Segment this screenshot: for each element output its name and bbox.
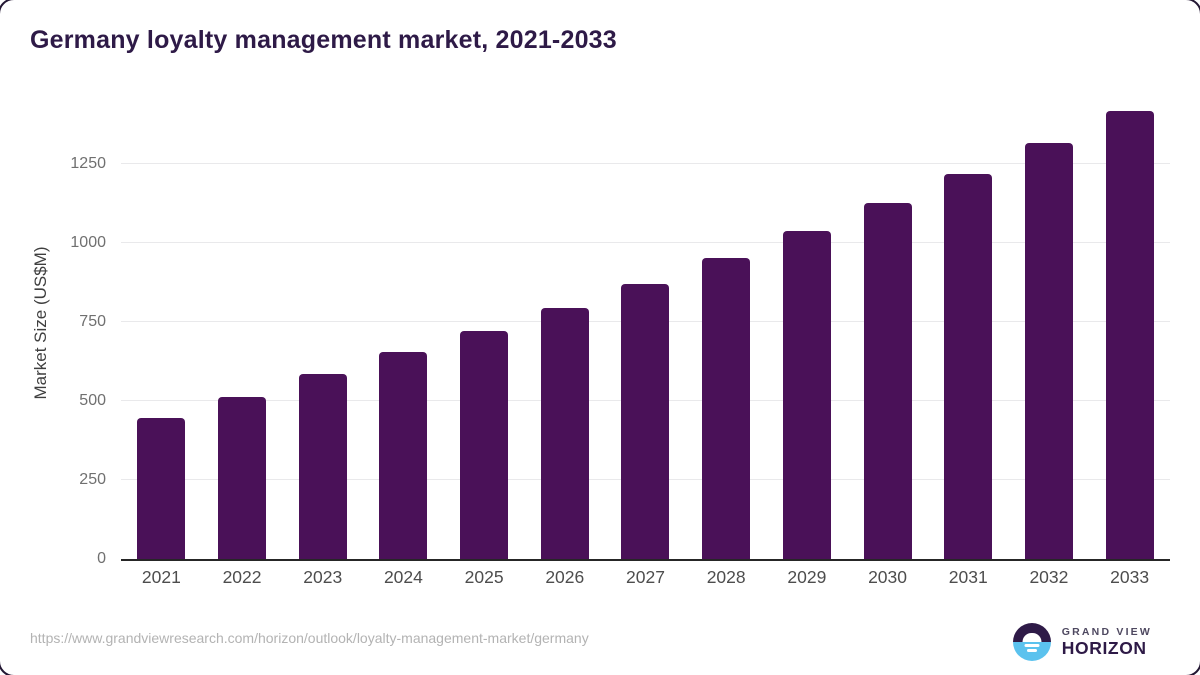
- bar-2032[interactable]: [1024, 142, 1073, 559]
- bar-2033[interactable]: [1105, 110, 1154, 559]
- logo-brand-line1: GRAND VIEW: [1061, 626, 1152, 638]
- bar-2023[interactable]: [298, 373, 347, 559]
- bar-slot-2030: [847, 89, 928, 559]
- bar-slot-2033: [1089, 89, 1170, 559]
- bar-slot-2024: [363, 89, 444, 559]
- horizon-sunrise-icon: [1012, 623, 1051, 661]
- bar-slot-2027: [605, 89, 686, 559]
- x-axis-label-2026: 2026: [545, 567, 585, 587]
- bar-slot-2032: [1009, 89, 1090, 559]
- bar-slot-2022: [202, 89, 283, 559]
- y-axis-title: Market Size (US$M): [31, 246, 50, 400]
- bar-slot-2029: [767, 89, 848, 559]
- source-url: https://www.grandviewresearch.com/horizo…: [30, 630, 589, 646]
- gridline-1000: [121, 242, 1170, 243]
- x-axis-label-2024: 2024: [383, 567, 423, 587]
- reflection-bar-2: [1026, 649, 1037, 652]
- bar-slot-2028: [686, 89, 767, 559]
- x-axis-label-2027: 2027: [626, 567, 665, 587]
- reflection-bar-1: [1024, 644, 1040, 647]
- y-tick-label-750: 750: [79, 313, 106, 330]
- bar-slot-2021: [121, 89, 202, 559]
- bar-2021[interactable]: [137, 417, 186, 559]
- y-tick-label-250: 250: [79, 471, 106, 488]
- x-axis-label-2032: 2032: [1029, 567, 1069, 587]
- bar-slot-2031: [928, 89, 1009, 559]
- bar-2026[interactable]: [540, 308, 589, 559]
- bar-slot-2023: [282, 89, 363, 559]
- bars-layer: [121, 89, 1170, 559]
- bar-2029[interactable]: [782, 231, 831, 559]
- x-axis-labels: 2021 2022 2023 2024 2025 2026 2027 2028 2029 2030…: [121, 567, 1170, 588]
- gridline-1250: [121, 163, 1170, 164]
- x-axis-label-2028: 2028: [706, 567, 746, 587]
- sun-dome-shape: [1022, 633, 1042, 642]
- x-axis-label-2031: 2031: [948, 567, 988, 587]
- y-tick-label-0: 0: [97, 550, 106, 567]
- bar-2030[interactable]: [863, 202, 912, 559]
- x-axis-label-2022: 2022: [222, 567, 262, 587]
- logo-brand-line2: HORIZON: [1061, 638, 1147, 658]
- y-tick-label-500: 500: [79, 392, 106, 409]
- grand-view-horizon-logo: GRAND VIEW HORIZON: [1012, 623, 1152, 661]
- bar-2022[interactable]: [218, 396, 267, 559]
- chart-title: Germany loyalty management market, 2021-…: [30, 26, 617, 54]
- y-tick-label-1250: 1250: [70, 155, 106, 172]
- x-axis-label-2033: 2033: [1110, 567, 1150, 587]
- x-axis-label-2025: 2025: [464, 567, 504, 587]
- plot-area: 0 250 500 750 1000 1250: [70, 89, 1170, 567]
- x-axis-label-2023: 2023: [303, 567, 343, 587]
- bar-2031[interactable]: [944, 174, 993, 559]
- bar-slot-2026: [524, 89, 605, 559]
- bar-slot-2025: [444, 89, 525, 559]
- x-axis-label-2029: 2029: [787, 567, 827, 587]
- bar-2028[interactable]: [702, 258, 751, 559]
- x-axis-label-2030: 2030: [868, 567, 907, 587]
- bar-2027[interactable]: [621, 284, 670, 559]
- logo-text: GRAND VIEW HORIZON: [1062, 626, 1152, 658]
- x-axis-label-2021: 2021: [141, 567, 181, 587]
- y-tick-label-1000: 1000: [70, 234, 106, 251]
- bar-2024[interactable]: [379, 352, 428, 559]
- bar-2025[interactable]: [460, 330, 509, 559]
